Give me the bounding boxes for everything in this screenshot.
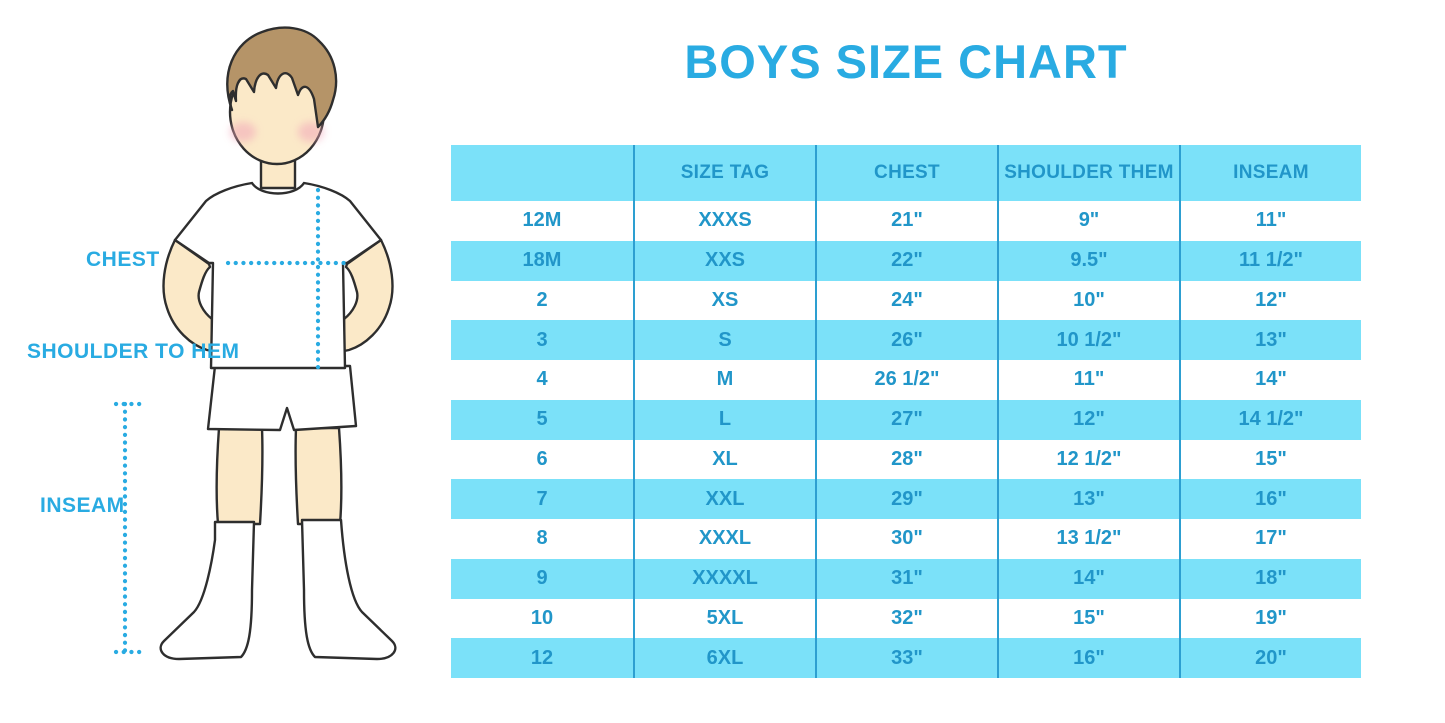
table-row: 6 XL 28" 12 1/2" 15" <box>451 439 1361 480</box>
left-arm <box>162 238 214 353</box>
table-cell: XXS <box>633 240 815 281</box>
table-header-cell-chest: CHEST <box>815 145 997 201</box>
table-cell: 26 1/2" <box>815 360 997 400</box>
table-cell: 5 <box>536 408 548 431</box>
table-cell: 3 <box>536 328 548 351</box>
table-cell: 10 1/2" <box>997 320 1179 360</box>
table-cell: 8 <box>536 527 548 550</box>
right-sock <box>300 518 397 661</box>
table-cell: 10" <box>997 280 1179 321</box>
table-cell: 16" <box>997 638 1179 678</box>
table-cell: 28" <box>815 439 997 480</box>
table-cell: 6 <box>536 447 548 470</box>
table-cell: L <box>633 399 815 440</box>
table-cell: 12" <box>997 399 1179 440</box>
table-cell: XXXXL <box>633 558 815 599</box>
hair-shape <box>226 26 338 129</box>
table-cell: S <box>633 320 815 360</box>
table-row: 9 XXXXL 31" 14" 18" <box>451 558 1361 599</box>
table-cell: 12 <box>530 646 554 669</box>
table-cell: 11" <box>1179 201 1361 241</box>
table-cell: 30" <box>815 519 997 559</box>
table-cell: XXXL <box>633 519 815 559</box>
table-cell: 9.5" <box>997 240 1179 281</box>
table-cell: 24" <box>815 280 997 321</box>
label-shoulder-to-hem: SHOULDER TO HEM <box>27 340 240 363</box>
table-cell: 11" <box>997 360 1179 400</box>
table-row: 7 XXL 29" 13" 16" <box>451 479 1361 519</box>
table-row: 4 M 26 1/2" 11" 14" <box>451 360 1361 400</box>
table-cell: XXL <box>633 479 815 519</box>
table-header-cell-shoulder: SHOULDER THEM <box>997 145 1179 201</box>
table-cell: 13 1/2" <box>997 519 1179 559</box>
table-cell: 10 <box>530 606 554 629</box>
table-cell: 19" <box>1179 598 1361 639</box>
table-row: 10 5XL 32" 15" 19" <box>451 598 1361 639</box>
table-cell: 14" <box>997 558 1179 599</box>
table-cell: 9 <box>536 567 548 590</box>
table-cell: 9" <box>997 201 1179 241</box>
table-body: 12M XXXS 21" 9" 11" 18M XXS 22" 9.5" 11 1/2" 2 XS 24… <box>451 201 1361 678</box>
table-cell: 6XL <box>633 638 815 678</box>
table-cell: 22" <box>815 240 997 281</box>
table-cell: 31" <box>815 558 997 599</box>
table-cell: 32" <box>815 598 997 639</box>
table-row: 3 S 26" 10 1/2" 13" <box>451 320 1361 360</box>
table-row: 12 6XL 33" 16" 20" <box>451 638 1361 678</box>
label-inseam: INSEAM <box>40 494 125 517</box>
table-cell: 18" <box>1179 558 1361 599</box>
table-cell: 7 <box>536 487 548 510</box>
table-header-cell-blank <box>451 145 633 201</box>
table-cell: 27" <box>815 399 997 440</box>
boy-figure-illustration <box>113 26 397 661</box>
table-cell: 12 1/2" <box>997 439 1179 480</box>
table-cell: 14 1/2" <box>1179 399 1361 440</box>
table-cell: 15" <box>997 598 1179 639</box>
table-row: 2 XS 24" 10" 12" <box>451 280 1361 321</box>
page-title: BOYS SIZE CHART <box>684 35 1128 88</box>
table-cell: XXXS <box>633 201 815 241</box>
table-cell: 12M <box>522 209 562 232</box>
table-row: 5 L 27" 12" 14 1/2" <box>451 399 1361 440</box>
size-table: SIZE TAG CHEST SHOULDER THEM INSEAM 12M X… <box>451 145 1361 678</box>
table-cell: 5XL <box>633 598 815 639</box>
table-cell: 13" <box>997 479 1179 519</box>
table-cell: 18M <box>522 249 562 272</box>
table-cell: 16" <box>1179 479 1361 519</box>
table-cell: 11 1/2" <box>1179 240 1361 281</box>
table-cell: 29" <box>815 479 997 519</box>
left-sock <box>159 520 256 661</box>
left-leg <box>215 426 264 526</box>
table-cell: M <box>633 360 815 400</box>
table-cell: 15" <box>1179 439 1361 480</box>
right-leg <box>294 426 343 526</box>
right-arm <box>342 238 394 353</box>
table-cell: XL <box>633 439 815 480</box>
table-header-cell-inseam: INSEAM <box>1179 145 1361 201</box>
table-cell: 12" <box>1179 280 1361 321</box>
tshirt-shape <box>173 181 383 370</box>
table-row: 12M XXXS 21" 9" 11" <box>451 201 1361 241</box>
table-cell: 4 <box>536 368 548 391</box>
table-cell: 21" <box>815 201 997 241</box>
table-cell: XS <box>633 280 815 321</box>
table-row: 8 XXXL 30" 13 1/2" 17" <box>451 519 1361 559</box>
shorts-shape <box>206 364 358 432</box>
table-cell: 26" <box>815 320 997 360</box>
table-cell: 2 <box>536 288 548 311</box>
table-cell: 14" <box>1179 360 1361 400</box>
label-chest: CHEST <box>86 248 160 271</box>
table-row: 18M XXS 22" 9.5" 11 1/2" <box>451 240 1361 281</box>
table-cell: 33" <box>815 638 997 678</box>
left-cheek-blush <box>230 122 256 142</box>
table-header-cell-size-tag: SIZE TAG <box>633 145 815 201</box>
table-header-row: SIZE TAG CHEST SHOULDER THEM INSEAM <box>451 145 1361 201</box>
table-cell: 17" <box>1179 519 1361 559</box>
table-cell: 13" <box>1179 320 1361 360</box>
table-cell: 20" <box>1179 638 1361 678</box>
